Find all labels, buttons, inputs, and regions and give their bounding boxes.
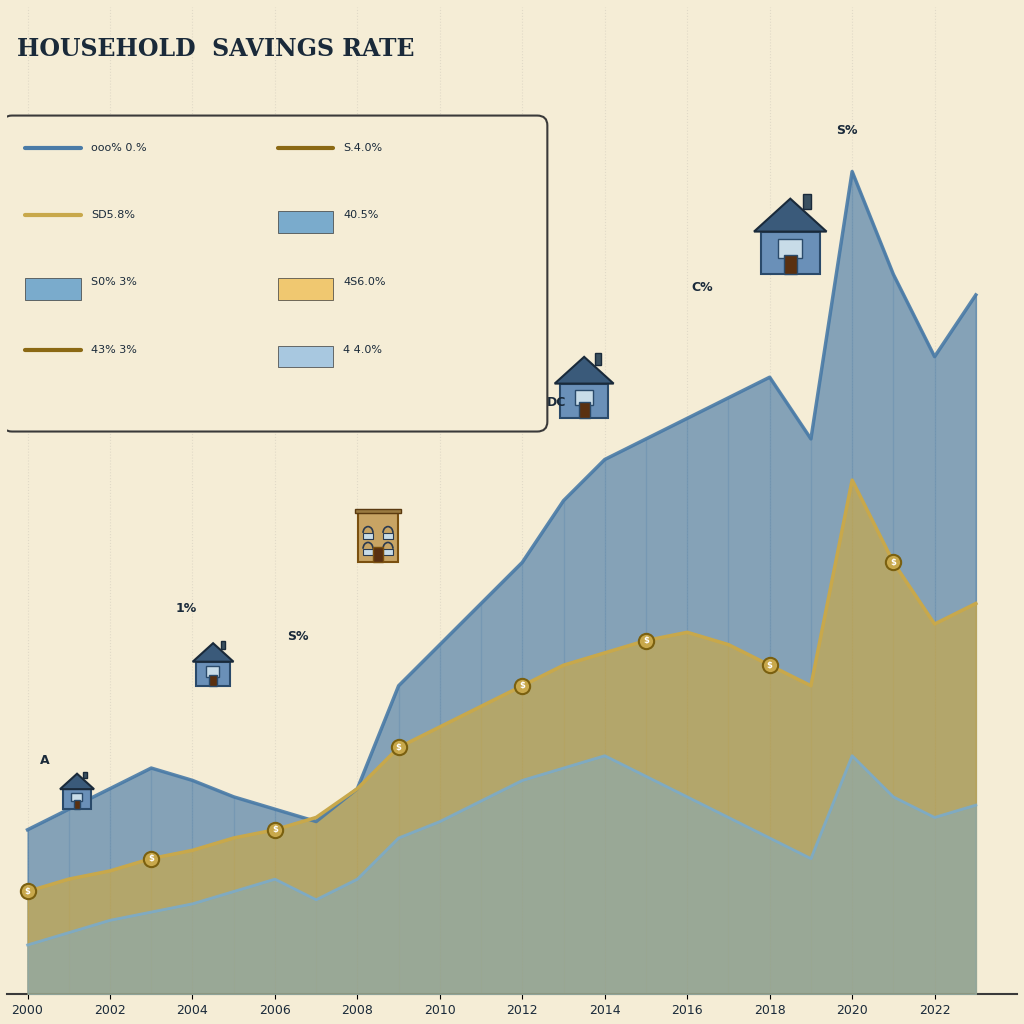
Polygon shape <box>60 774 94 790</box>
Text: $: $ <box>25 887 31 896</box>
Bar <box>220 641 225 649</box>
Bar <box>364 532 373 540</box>
Text: $: $ <box>767 660 773 670</box>
Bar <box>595 353 601 365</box>
Bar <box>783 255 797 274</box>
Text: $: $ <box>891 558 896 567</box>
Text: $: $ <box>272 825 278 835</box>
Text: SD5.8%: SD5.8% <box>91 210 135 220</box>
Text: 43% 3%: 43% 3% <box>91 344 136 354</box>
Text: 4S6.0%: 4S6.0% <box>343 278 386 288</box>
Bar <box>209 675 217 686</box>
Text: C%: C% <box>691 281 713 294</box>
Text: $: $ <box>643 636 649 645</box>
Text: S.4.0%: S.4.0% <box>343 143 382 154</box>
FancyBboxPatch shape <box>278 346 333 368</box>
Bar <box>207 667 219 677</box>
Text: S0% 3%: S0% 3% <box>91 278 136 288</box>
FancyBboxPatch shape <box>2 116 548 431</box>
Bar <box>383 532 393 540</box>
Bar <box>383 549 393 555</box>
Text: S%: S% <box>288 631 309 643</box>
Bar <box>63 790 91 809</box>
Bar <box>197 662 229 686</box>
Text: HOUSEHOLD  SAVINGS RATE: HOUSEHOLD SAVINGS RATE <box>17 37 415 60</box>
Text: $: $ <box>148 854 155 863</box>
Text: 1%: 1% <box>176 602 198 614</box>
Polygon shape <box>754 199 826 231</box>
FancyBboxPatch shape <box>278 279 333 300</box>
Polygon shape <box>193 643 233 662</box>
Text: 4 4.0%: 4 4.0% <box>343 344 382 354</box>
Text: 40.5%: 40.5% <box>343 210 379 220</box>
Bar <box>579 402 590 419</box>
Bar <box>83 771 87 778</box>
Bar <box>373 547 383 562</box>
Bar <box>364 549 373 555</box>
Bar <box>574 390 593 404</box>
Bar <box>357 513 398 562</box>
Bar <box>560 384 608 419</box>
Text: S%: S% <box>836 125 857 137</box>
Bar <box>778 240 802 258</box>
Bar <box>761 231 820 274</box>
FancyBboxPatch shape <box>278 211 333 233</box>
Text: ooo% 0.%: ooo% 0.% <box>91 143 146 154</box>
Bar <box>804 195 811 209</box>
Polygon shape <box>555 356 613 384</box>
Text: $: $ <box>395 743 401 752</box>
FancyBboxPatch shape <box>26 279 81 300</box>
Bar <box>74 800 80 809</box>
Text: A: A <box>40 754 49 767</box>
Text: DC: DC <box>547 396 566 409</box>
Bar <box>355 509 400 513</box>
Text: $: $ <box>519 681 525 690</box>
Bar <box>72 793 82 802</box>
